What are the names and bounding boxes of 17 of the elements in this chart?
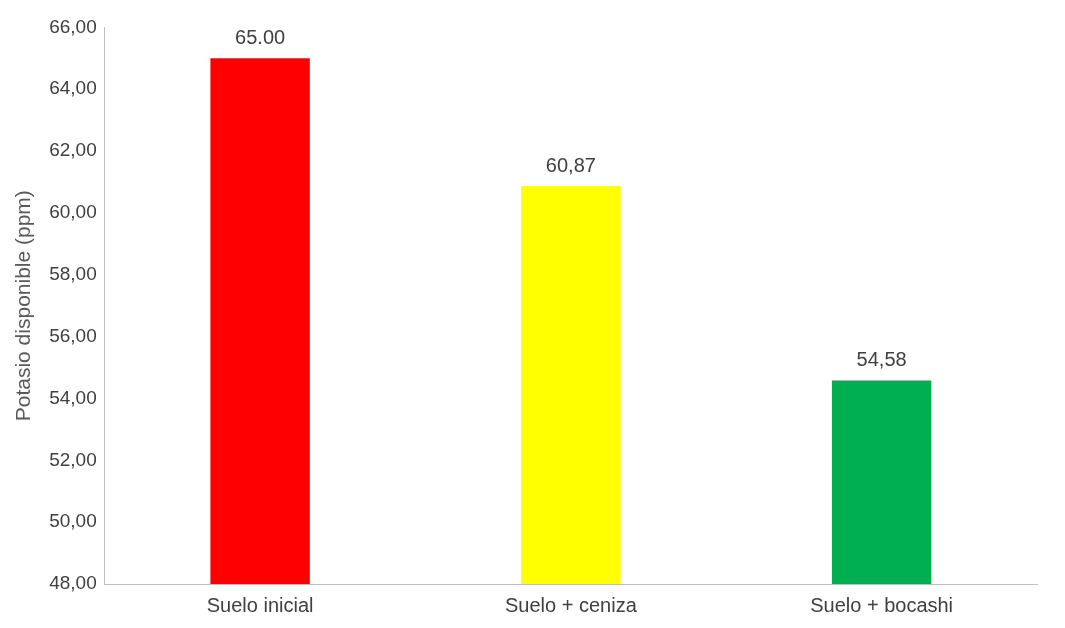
y-tick-label: 54,00	[49, 386, 97, 408]
y-tick-label: 56,00	[49, 324, 97, 346]
x-tick-label: Suelo + bocashi	[810, 593, 954, 616]
y-tick-label: 48,00	[49, 572, 97, 594]
y-axis-title: Potasio disponible (ppm)	[11, 190, 35, 422]
y-tick-label: 50,00	[49, 510, 97, 532]
data-label: 60,87	[545, 153, 596, 176]
data-label: 54,58	[856, 348, 907, 371]
y-tick-label: 66,00	[49, 15, 97, 37]
x-tick-label: Suelo inicial	[206, 593, 314, 616]
y-tick-label: 64,00	[49, 77, 97, 99]
x-tick-label: Suelo + ceniza	[504, 593, 638, 616]
y-tick-label: 58,00	[49, 263, 97, 285]
y-tick-label: 60,00	[49, 201, 97, 223]
y-tick-label: 52,00	[49, 448, 97, 470]
y-tick-label: 62,00	[49, 139, 97, 161]
data-label: 65.00	[235, 25, 286, 48]
